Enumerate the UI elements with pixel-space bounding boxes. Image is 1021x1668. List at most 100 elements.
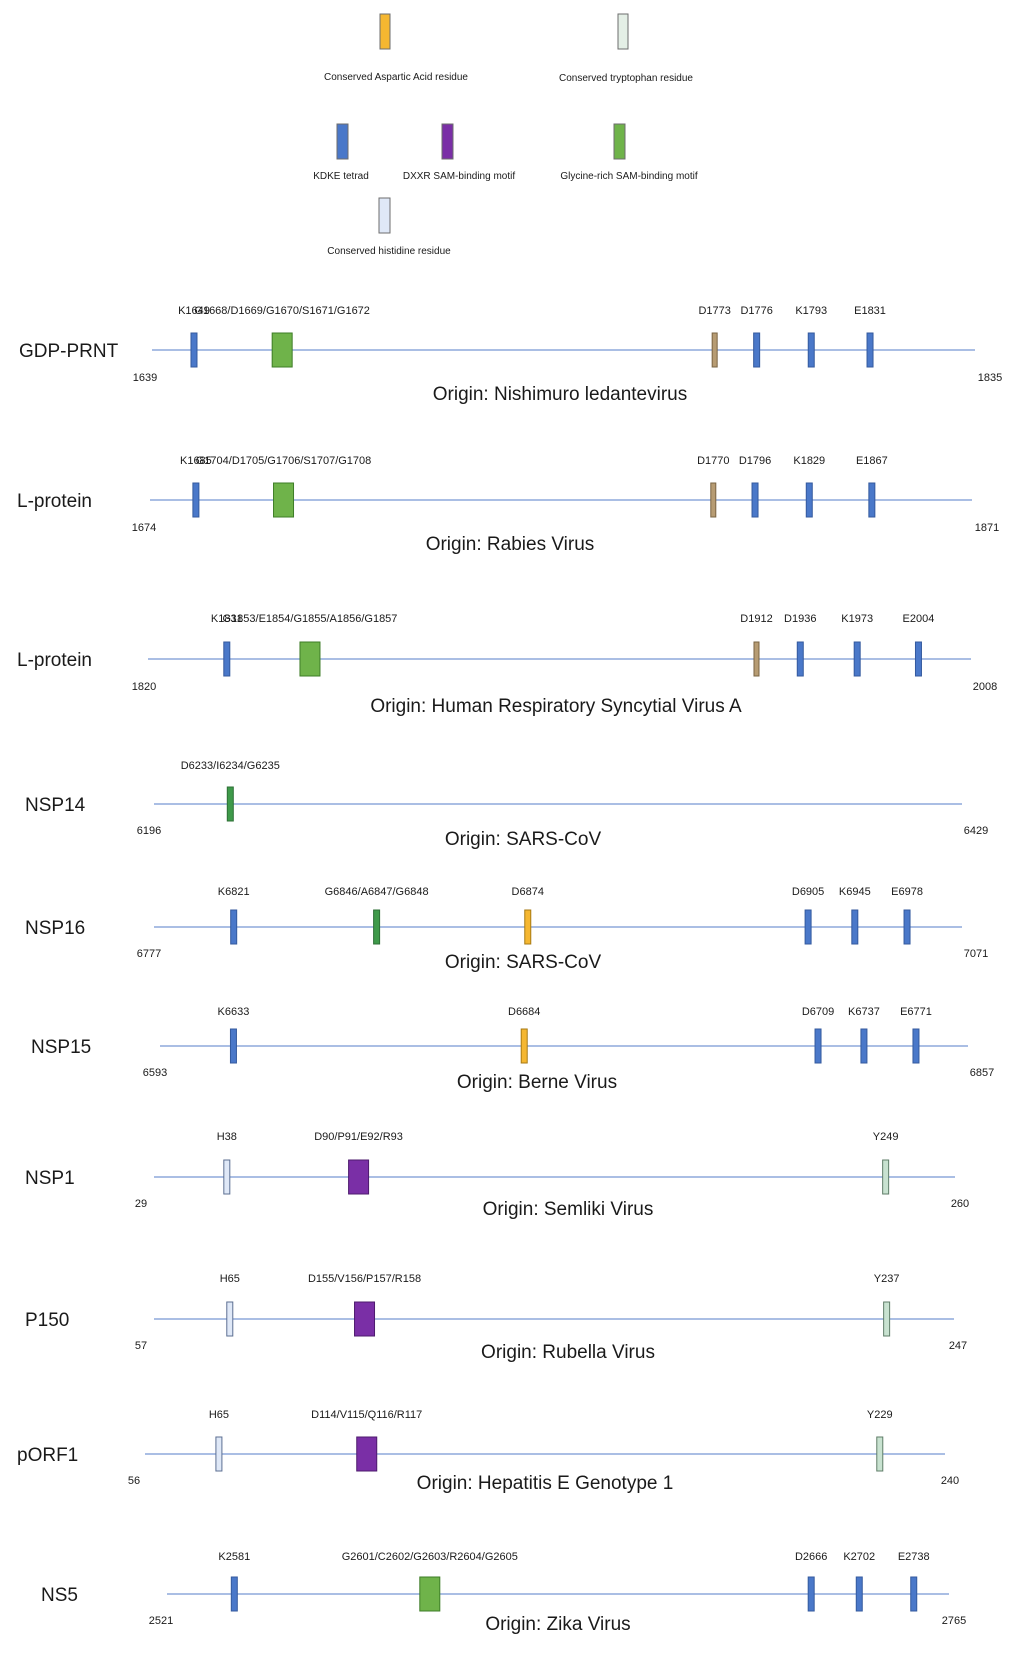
marker-label: E1831: [854, 305, 886, 317]
protein-name: NSP16: [25, 918, 85, 939]
marker-trp: [876, 1436, 884, 1472]
marker-kdke: [807, 1576, 815, 1612]
marker-label: D155/V156/P157/R158: [308, 1273, 421, 1285]
marker-his: [223, 1159, 231, 1195]
origin-label: Origin: Zika Virus: [485, 1614, 630, 1635]
origin-label: Origin: SARS-CoV: [445, 829, 602, 850]
marker-gly: [419, 1576, 441, 1612]
marker-label: K6945: [839, 886, 871, 898]
marker-kdke: [804, 909, 812, 945]
marker-kdke: [851, 909, 859, 945]
protein-name: NS5: [41, 1585, 78, 1606]
marker-label: D6905: [792, 886, 824, 898]
marker-label: K1973: [841, 613, 873, 625]
marker-label: D114/V115/Q116/R117: [311, 1409, 422, 1421]
track-end: 247: [949, 1340, 967, 1352]
marker-label: D6709: [802, 1006, 834, 1018]
marker-label: K1685: [180, 455, 212, 467]
marker-kdke: [190, 332, 198, 368]
marker-kdke: [912, 1028, 920, 1064]
his-legend-label: Conserved histidine residue: [327, 246, 451, 257]
marker-label: E2738: [898, 1551, 930, 1563]
marker-kdke: [223, 641, 231, 677]
origin-label: Origin: Rubella Virus: [481, 1342, 655, 1363]
track-8: pORF1 56 240 Origin: Hepatitis E Genotype 1…: [17, 1409, 959, 1494]
marker-label: Y249: [873, 1131, 899, 1143]
marker-label: K1831: [211, 613, 243, 625]
marker-kdke: [903, 909, 911, 945]
marker-label: G2601/C2602/G2603/R2604/G2605: [342, 1551, 518, 1563]
track-start: 56: [128, 1475, 140, 1487]
track-1: L-protein 1674 1871 Origin: Rabies Virus K16…: [17, 455, 999, 555]
track-9: NS5 2521 2765 Origin: Zika Virus K2581 G2601/…: [41, 1551, 966, 1635]
marker-label: D1776: [740, 305, 772, 317]
marker-label: K2581: [218, 1551, 250, 1563]
marker-label: G1853/E1854/G1855/A1856/G1857: [223, 613, 398, 625]
protein-name: L-protein: [17, 491, 92, 512]
origin-label: Origin: Semliki Virus: [483, 1199, 654, 1220]
origin-label: Origin: Hepatitis E Genotype 1: [417, 1473, 674, 1494]
marker-label: H65: [209, 1409, 229, 1421]
origin-label: Origin: Berne Virus: [457, 1072, 617, 1093]
track-start: 2521: [149, 1615, 173, 1627]
dxxr-legend-swatch: [441, 123, 454, 160]
marker-dxxr: [354, 1301, 376, 1337]
track-end: 2008: [973, 681, 997, 693]
marker-kdke: [855, 1576, 863, 1612]
his-legend-swatch: [378, 197, 391, 234]
marker-his: [226, 1301, 234, 1337]
track-4: NSP16 6777 7071 Origin: SARS-CoV K6821 G6846/…: [25, 886, 988, 973]
marker-label: H65: [220, 1273, 240, 1285]
kdke-legend-label: KDKE tetrad: [313, 171, 369, 182]
marker-label: D1912: [740, 613, 772, 625]
marker-gly_thin: [373, 909, 381, 945]
protein-name: NSP15: [31, 1037, 91, 1058]
marker-label: K1829: [793, 455, 825, 467]
asp-legend-label: Conserved Aspartic Acid residue: [324, 72, 468, 83]
protein-name: L-protein: [17, 650, 92, 671]
marker-label: G1668/D1669/G1670/S1671/G1672: [194, 305, 370, 317]
track-3: NSP14 6196 6429 Origin: SARS-CoV D6233/I6234…: [25, 760, 988, 850]
marker-label: G6846/A6847/G6848: [325, 886, 429, 898]
marker-kdke: [860, 1028, 868, 1064]
marker-kdke: [866, 332, 874, 368]
marker-label: E1867: [856, 455, 888, 467]
kdke-legend-swatch: [336, 123, 349, 160]
marker-kdke: [751, 482, 759, 518]
gly-legend-label: Glycine-rich SAM-binding motif: [560, 171, 697, 182]
gly-legend-swatch: [613, 123, 626, 160]
track-start: 57: [135, 1340, 147, 1352]
marker-asp: [520, 1028, 528, 1064]
marker-kdke: [805, 482, 813, 518]
marker-his: [215, 1436, 223, 1472]
track-end: 7071: [964, 948, 988, 960]
protein-name: pORF1: [17, 1445, 78, 1466]
marker-label: K1793: [795, 305, 827, 317]
marker-kdke: [868, 482, 876, 518]
track-6: NSP1 29 260 Origin: Semliki Virus H38 D90/P91…: [25, 1131, 969, 1220]
marker-label: K2702: [843, 1551, 875, 1563]
track-end: 1835: [978, 372, 1002, 384]
marker-kdke: [853, 641, 861, 677]
marker-label: E6771: [900, 1006, 932, 1018]
track-start: 29: [135, 1198, 147, 1210]
marker-kdke: [230, 1576, 238, 1612]
marker-label: H38: [217, 1131, 237, 1143]
origin-label: Origin: Nishimuro ledantevirus: [433, 384, 688, 405]
protein-name: NSP14: [25, 795, 86, 816]
marker-label: D2666: [795, 1551, 827, 1563]
track-start: 6777: [137, 948, 161, 960]
marker-dxxr: [356, 1436, 378, 1472]
marker-label: K6821: [218, 886, 250, 898]
marker-label: Y229: [867, 1409, 893, 1421]
track-7: P150 57 247 Origin: Rubella Virus H65 D155/V1…: [25, 1273, 967, 1363]
track-end: 240: [941, 1475, 959, 1487]
marker-gly: [271, 332, 293, 368]
track-0: GDP-PRNT 1639 1835 Origin: Nishimuro ledant…: [19, 305, 1002, 405]
marker-label: Y237: [874, 1273, 900, 1285]
marker-d_alt: [710, 482, 717, 518]
track-start: 6593: [143, 1067, 167, 1079]
marker-label: D1796: [739, 455, 771, 467]
track-end: 260: [951, 1198, 969, 1210]
